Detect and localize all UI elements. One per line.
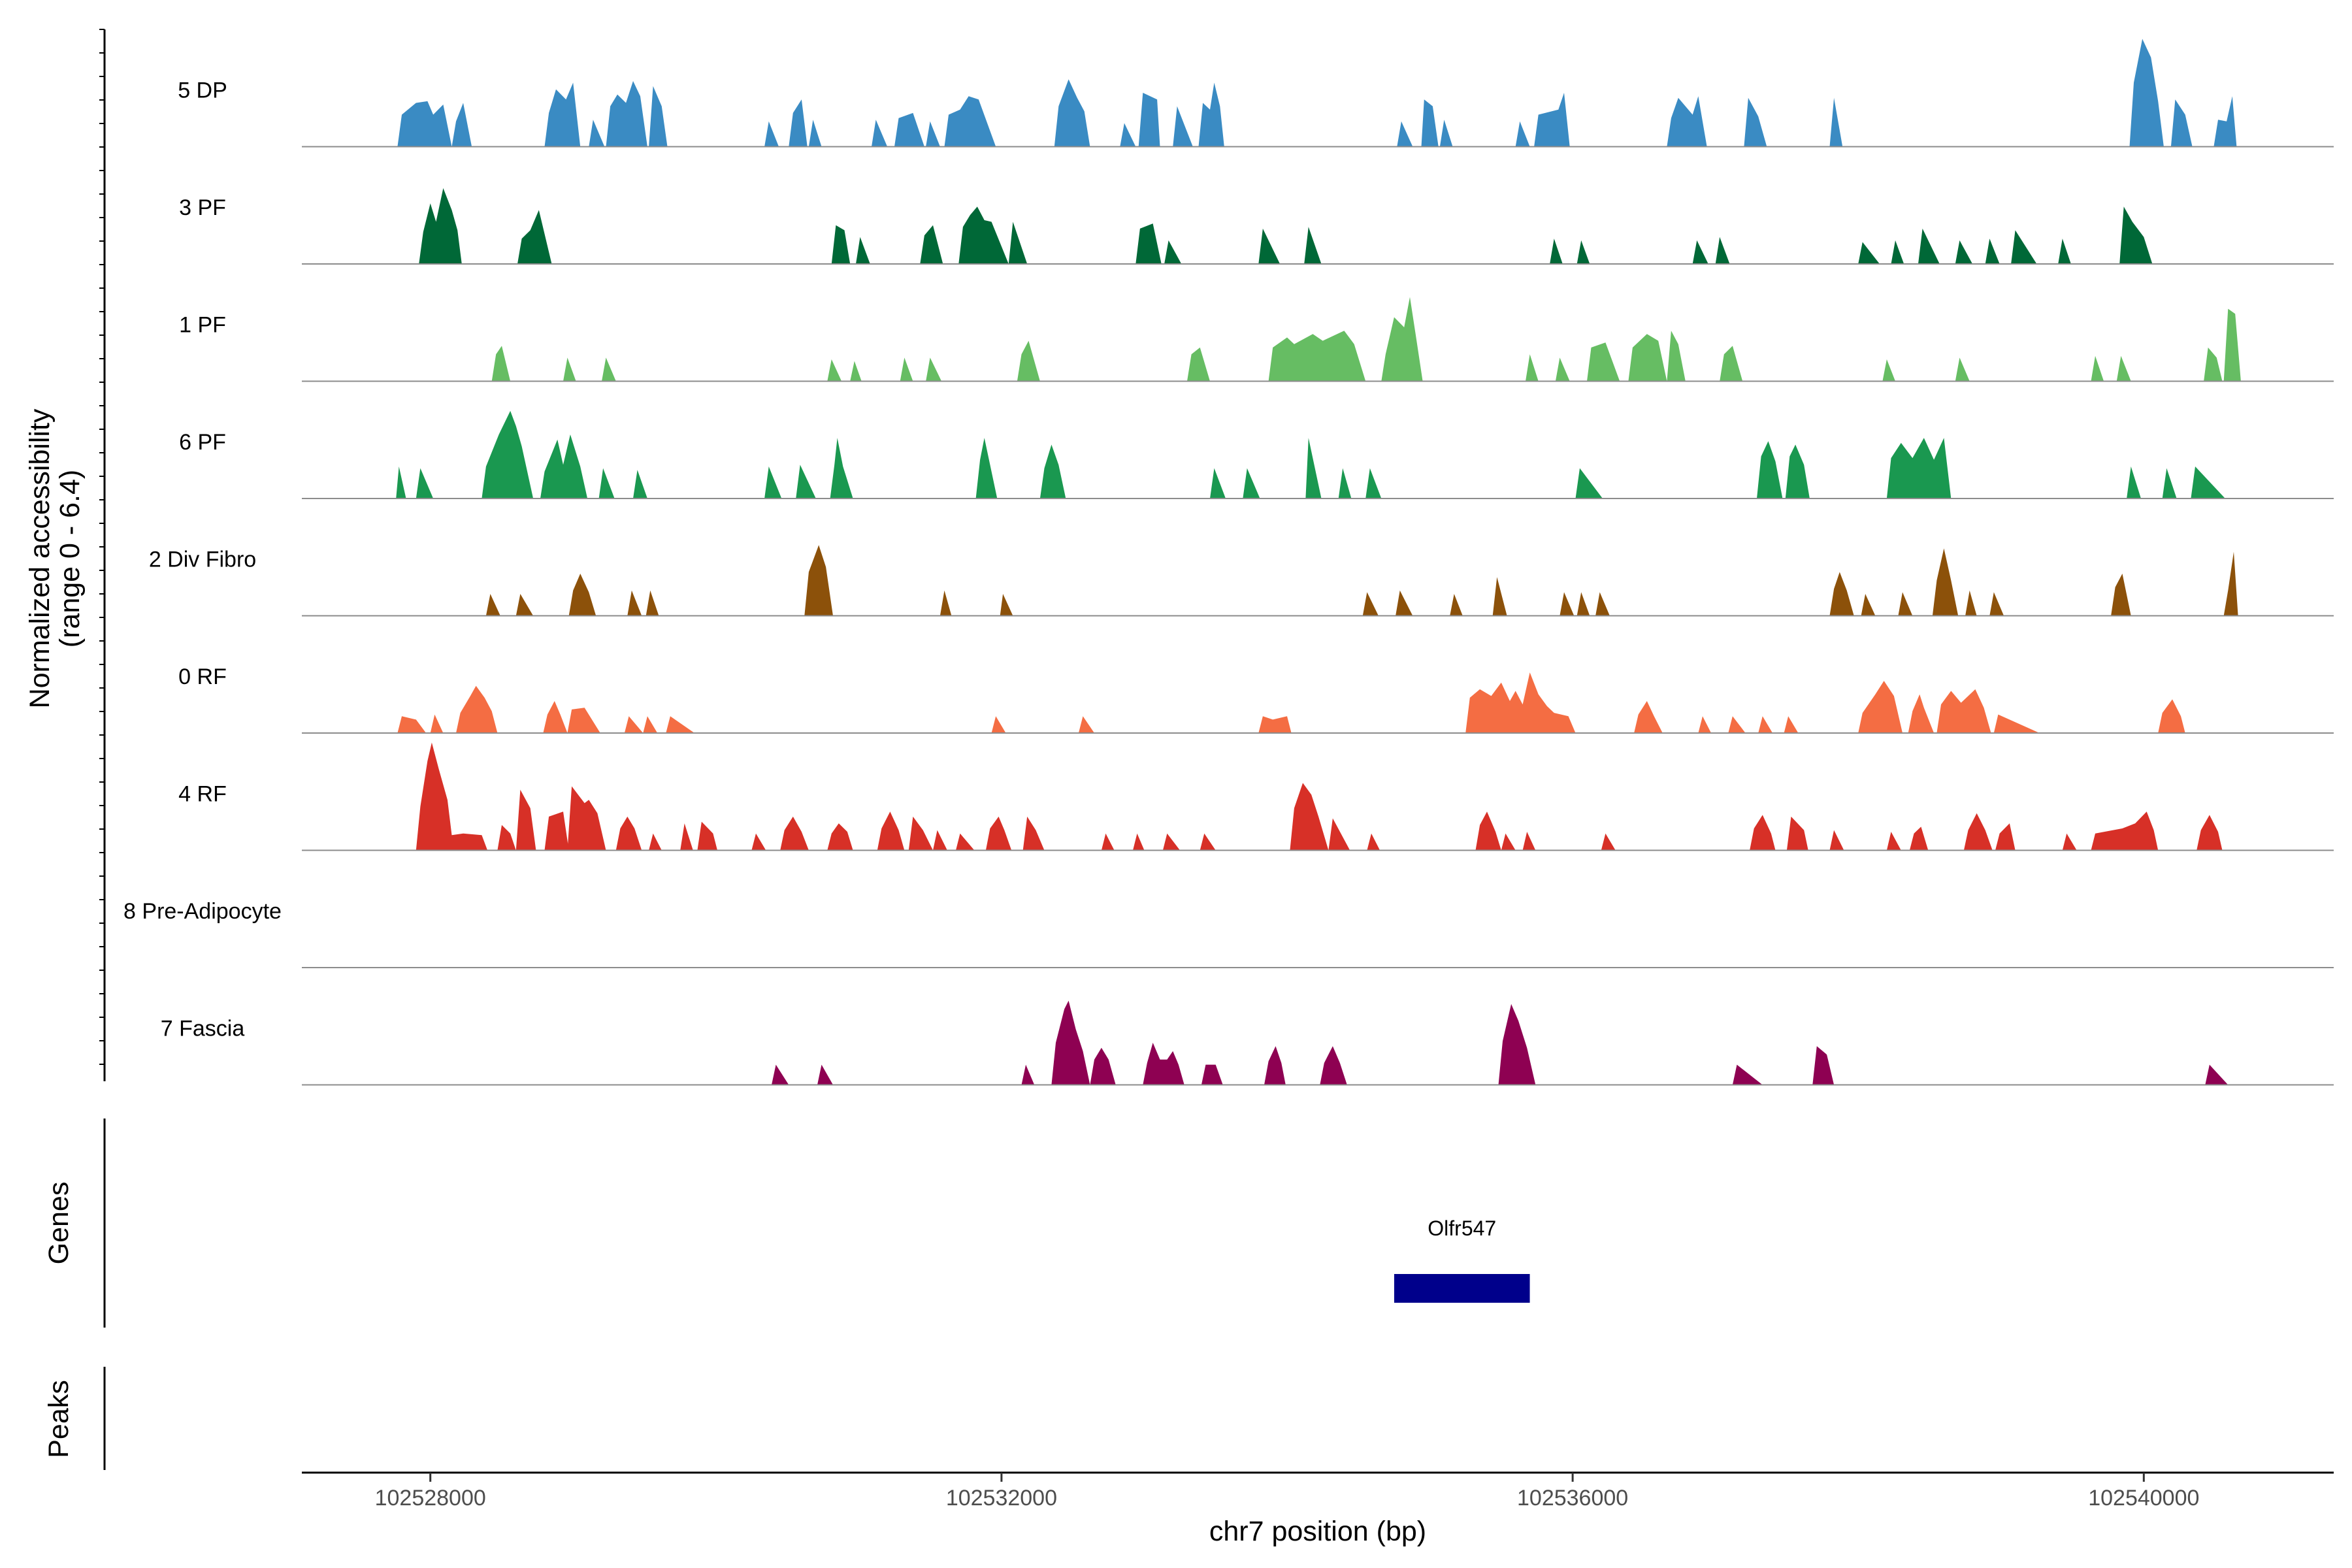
track-label: 5 DP [178,78,227,103]
coverage-y-ticks [99,29,105,1065]
track-label: 2 Div Fibro [149,547,256,572]
genes-panel-title: Genes [43,1182,74,1265]
y-axis-title-line1: Normalized accessibility [24,408,56,708]
x-tick-label: 102536000 [1517,1486,1628,1511]
x-axis-title: chr7 position (bp) [1209,1516,1426,1547]
track-label: 7 Fascia [161,1017,245,1041]
x-tick-label: 102528000 [375,1486,486,1511]
gene-label: Olfr547 [1428,1217,1496,1240]
track-label: 3 PF [179,195,226,220]
track-label: 1 PF [179,313,226,338]
gene-body [1394,1274,1530,1303]
peaks-panel-title: Peaks [43,1380,74,1458]
track-5-dp: 5 DP [178,39,2334,148]
track-7-fascia: 7 Fascia [161,1000,2334,1086]
coverage-tracks: 5 DP 3 PF 1 PF 6 PF 2 Div Fibro 0 RF 4 RF 8 Pre… [123,39,2334,1086]
coverage-area [397,672,2185,733]
x-tick-label: 102532000 [946,1486,1057,1511]
track-8-pre-adipocyte: 8 Pre-Adipocyte [123,899,2334,968]
coverage-area [772,1000,2229,1085]
track-label: 4 RF [178,782,227,807]
track-4-rf: 4 RF [178,742,2334,851]
track-1-pf: 1 PF [179,297,2334,382]
coverage-area [396,410,2225,498]
gene-annotations: Olfr547 [1394,1217,1530,1303]
y-axis-title-line2: (range 0 - 6.4) [54,470,86,647]
track-label: 0 RF [178,664,227,689]
track-0-rf: 0 RF [178,664,2334,734]
track-label: 6 PF [179,430,226,455]
track-2-div-fibro: 2 Div Fibro [149,545,2334,617]
x-tick-label: 102540000 [2088,1486,2199,1511]
coverage-area [419,188,2153,264]
coverage-area [416,742,2223,851]
x-axis-ticks: 102528000 102532000 102536000 102540000 [375,1473,2199,1511]
track-label: 8 Pre-Adipocyte [123,899,282,924]
track-3-pf: 3 PF [179,188,2334,265]
y-axis-title: Normalized accessibility (range 0 - 6.4) [24,408,86,708]
track-6-pf: 6 PF [179,410,2334,499]
